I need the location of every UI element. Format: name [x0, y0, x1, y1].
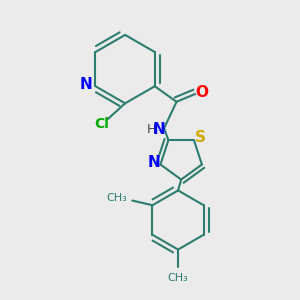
Text: H: H [147, 123, 156, 136]
Text: O: O [195, 85, 208, 100]
Text: N: N [80, 77, 92, 92]
Text: CH₃: CH₃ [106, 194, 127, 203]
Text: N: N [148, 155, 161, 170]
Text: S: S [195, 130, 206, 145]
Text: CH₃: CH₃ [168, 273, 188, 283]
Text: N: N [153, 122, 166, 137]
Text: Cl: Cl [94, 117, 109, 130]
